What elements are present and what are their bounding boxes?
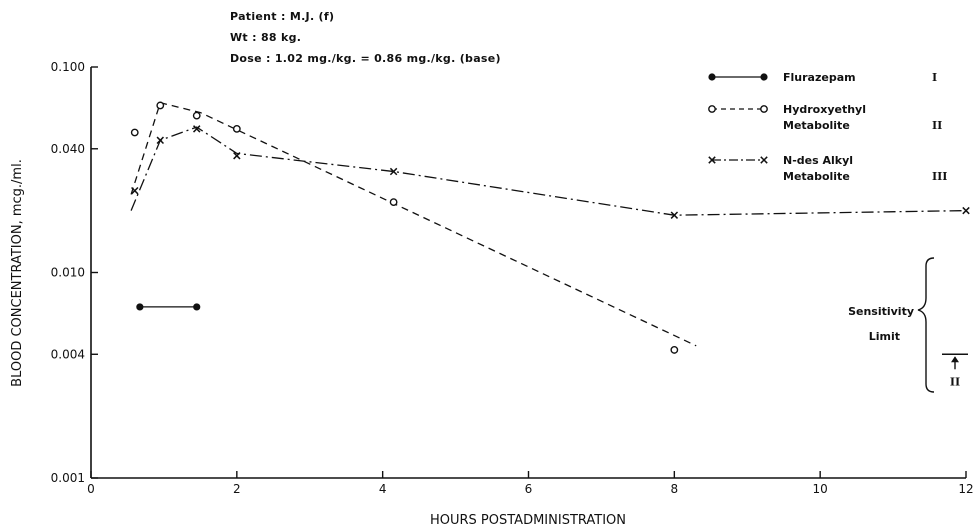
- data-point: [232, 124, 241, 133]
- legend-numeral: III: [932, 170, 947, 183]
- series-2: [130, 101, 697, 354]
- legend-entry-2: Hydroxyethyl Metabolite II: [708, 103, 942, 132]
- data-point: [192, 125, 201, 133]
- legend-label: N-des Alkyl: [783, 154, 853, 167]
- legend-label-line2: Metabolite: [783, 170, 850, 183]
- legend-marker: [760, 73, 768, 81]
- series-1: [136, 303, 201, 311]
- header-patient: Patient : M.J. (f): [230, 10, 335, 23]
- legend-marker: [760, 156, 768, 164]
- legend-label-line2: Metabolite: [783, 119, 850, 132]
- series-line: [130, 101, 697, 347]
- y-axis-label: BLOOD CONCENTRATION, mcg./ml.: [10, 159, 25, 387]
- data-point: [131, 186, 139, 195]
- data-point: [156, 136, 165, 145]
- legend-marker: [708, 156, 716, 164]
- x-tick-label: 10: [813, 482, 828, 496]
- x-tick-label: 0: [87, 482, 95, 496]
- annotation-numeral: II: [950, 375, 960, 388]
- data-point: [670, 211, 679, 219]
- legend: Flurazepam I Hydroxyethyl Metabolite II N-des…: [708, 71, 947, 183]
- axes: 0 2 4 6 8 10 12 0.001 0.004 0.010 0.040 0.100: [51, 60, 974, 496]
- legend-numeral: I: [932, 71, 937, 84]
- x-tick-label: 4: [379, 482, 387, 496]
- data-point: [156, 101, 165, 110]
- data-point: [130, 128, 139, 137]
- legend-marker: [708, 73, 716, 81]
- legend-marker: [760, 105, 768, 113]
- y-tick-label: 0.100: [51, 60, 85, 74]
- data-point: [962, 206, 970, 215]
- arrow-up-icon: [951, 356, 959, 363]
- y-tick-label: 0.010: [51, 266, 85, 280]
- legend-label: Hydroxyethyl: [783, 103, 866, 116]
- data-point: [136, 303, 144, 311]
- sensitivity-annotation: Sensitivity Limit II: [848, 257, 968, 393]
- header-weight: Wt : 88 kg.: [230, 31, 302, 44]
- y-tick-label: 0.001: [51, 471, 85, 485]
- series-3: [130, 125, 970, 219]
- header-dose: Dose : 1.02 mg./kg. = 0.86 mg./kg. (base…: [230, 52, 501, 65]
- legend-entry-1: Flurazepam I: [708, 71, 937, 84]
- x-tick-label: 2: [233, 482, 241, 496]
- curly-brace: [917, 257, 935, 393]
- x-tick-label: 8: [671, 482, 679, 496]
- x-axis-label: HOURS POSTADMINISTRATION: [430, 513, 626, 528]
- data-point: [192, 111, 201, 120]
- legend-numeral: II: [932, 119, 942, 132]
- legend-entry-3: N-des Alkyl Metabolite III: [708, 154, 947, 183]
- annotation-text-line2: Limit: [869, 330, 900, 343]
- annotation-text: Sensitivity: [848, 305, 914, 318]
- legend-label: Flurazepam: [783, 71, 856, 84]
- data-point: [193, 303, 201, 311]
- data-point: [389, 198, 398, 207]
- data-point: [233, 152, 241, 160]
- y-tick-label: 0.040: [51, 142, 85, 156]
- y-tick-label: 0.004: [51, 347, 85, 361]
- data-point: [389, 167, 398, 176]
- data-point: [670, 346, 679, 354]
- x-tick-label: 6: [525, 482, 533, 496]
- legend-marker: [708, 105, 716, 113]
- series-layer: [130, 101, 970, 354]
- x-tick-label: 12: [958, 482, 973, 496]
